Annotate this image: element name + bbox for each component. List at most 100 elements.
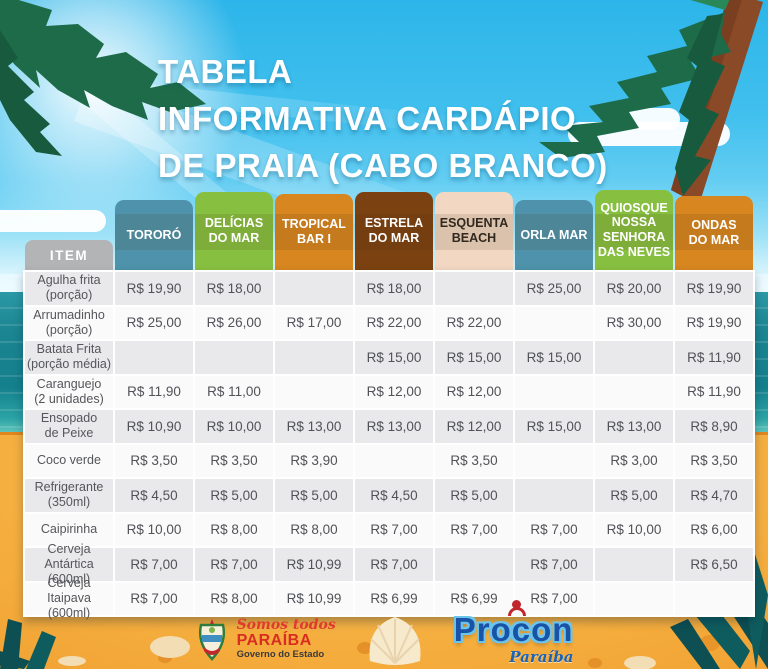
title-line: DE PRAIA (CABO BRANCO) bbox=[158, 147, 608, 184]
price-cell: R$ 8,00 bbox=[195, 513, 273, 546]
price-cell bbox=[275, 272, 353, 305]
price-cell bbox=[195, 341, 273, 374]
price-cell: R$ 15,00 bbox=[435, 341, 513, 374]
palm-leaves-icon bbox=[0, 0, 206, 156]
price-cell: R$ 5,00 bbox=[595, 479, 673, 512]
beach-grass-icon bbox=[0, 619, 56, 669]
price-cell: R$ 6,99 bbox=[435, 582, 513, 615]
gov-subtitle: Governo do Estado bbox=[236, 648, 325, 660]
price-cell bbox=[275, 341, 353, 374]
price-cell bbox=[115, 341, 193, 374]
table-header-row: ITEM TORORÓ DELÍCIAS DO MAR TROPICAL BAR I… bbox=[25, 190, 753, 270]
price-cell: R$ 8,00 bbox=[275, 513, 353, 546]
column-header-6: ORLA MAR bbox=[515, 200, 593, 270]
price-cell bbox=[675, 582, 753, 615]
price-cell: R$ 26,00 bbox=[195, 306, 273, 339]
price-cell: R$ 3,50 bbox=[435, 444, 513, 477]
footer-logos: Somos todos PARAÍBA Governo do Estado Pr… bbox=[0, 599, 768, 667]
price-cell bbox=[515, 479, 593, 512]
price-cell: R$ 18,00 bbox=[195, 272, 273, 305]
price-cell bbox=[595, 548, 673, 581]
price-cell: R$ 13,00 bbox=[275, 410, 353, 443]
item-cell: Arrumadinho (porção) bbox=[25, 306, 113, 339]
price-cell: R$ 12,00 bbox=[435, 375, 513, 408]
government-logo: Somos todos PARAÍBA Governo do Estado bbox=[195, 617, 336, 661]
column-header-1: TORORÓ bbox=[115, 200, 193, 270]
procon-logo: Procon Paraíba bbox=[453, 599, 574, 666]
price-cell: R$ 19,90 bbox=[675, 272, 753, 305]
price-cell: R$ 11,00 bbox=[195, 375, 273, 408]
price-cell: R$ 3,50 bbox=[675, 444, 753, 477]
price-cell: R$ 8,90 bbox=[675, 410, 753, 443]
price-cell bbox=[515, 375, 593, 408]
gov-name: PARAÍBA bbox=[236, 631, 312, 649]
column-header-5: ESQUENTA BEACH bbox=[435, 192, 513, 270]
gov-slogan: Somos todos bbox=[236, 617, 336, 634]
paraiba-coat-of-arms-icon bbox=[198, 619, 225, 661]
column-header-4: ESTRELA DO MAR bbox=[355, 192, 433, 270]
item-cell: Ensopado de Peixe bbox=[25, 410, 113, 443]
price-cell: R$ 4,70 bbox=[675, 479, 753, 512]
column-header-2: DELÍCIAS DO MAR bbox=[195, 192, 273, 270]
price-cell: R$ 25,00 bbox=[115, 306, 193, 339]
price-cell: R$ 30,00 bbox=[595, 306, 673, 339]
price-cell: R$ 5,00 bbox=[435, 479, 513, 512]
price-cell: R$ 10,90 bbox=[115, 410, 193, 443]
item-cell: Cerveja Antártica (600ml) bbox=[25, 542, 113, 586]
column-header-7: QUIOSQUE NOSSA SENHORA DAS NEVES bbox=[595, 190, 673, 270]
price-cell: R$ 5,00 bbox=[195, 479, 273, 512]
price-cell bbox=[595, 375, 673, 408]
price-cell: R$ 10,00 bbox=[595, 513, 673, 546]
price-cell: R$ 19,90 bbox=[115, 272, 193, 305]
price-cell: R$ 7,00 bbox=[195, 548, 273, 581]
price-cell: R$ 22,00 bbox=[435, 306, 513, 339]
cloud bbox=[0, 210, 106, 232]
price-cell: R$ 17,00 bbox=[275, 306, 353, 339]
price-cell: R$ 12,00 bbox=[435, 410, 513, 443]
price-cell: R$ 7,00 bbox=[115, 548, 193, 581]
price-cell: R$ 15,00 bbox=[515, 341, 593, 374]
title-line: INFORMATIVA CARDÁPIO bbox=[158, 100, 577, 137]
item-cell: Caranguejo (2 unidades) bbox=[25, 375, 113, 408]
item-cell: Caipirinha bbox=[25, 513, 113, 546]
price-cell: R$ 3,90 bbox=[275, 444, 353, 477]
price-cell: R$ 4,50 bbox=[355, 479, 433, 512]
price-cell: R$ 11,90 bbox=[675, 375, 753, 408]
price-cell bbox=[435, 548, 513, 581]
page-title: TABELA INFORMATIVA CARDÁPIO DE PRAIA (CA… bbox=[158, 48, 608, 189]
price-cell: R$ 8,00 bbox=[195, 582, 273, 615]
price-cell: R$ 10,00 bbox=[115, 513, 193, 546]
price-cell: R$ 7,00 bbox=[515, 513, 593, 546]
title-line: TABELA bbox=[158, 53, 293, 90]
procon-person-icon bbox=[507, 599, 526, 616]
column-header-3: TROPICAL BAR I bbox=[275, 194, 353, 270]
price-cell bbox=[595, 582, 673, 615]
price-cell: R$ 7,00 bbox=[515, 548, 593, 581]
procon-name: Procon bbox=[453, 610, 574, 648]
price-cell: R$ 3,50 bbox=[115, 444, 193, 477]
palm-tree-icon bbox=[539, 0, 763, 205]
price-cell: R$ 13,00 bbox=[595, 410, 673, 443]
item-cell: Coco verde bbox=[25, 444, 113, 477]
price-cell: R$ 6,50 bbox=[675, 548, 753, 581]
price-cell: R$ 10,00 bbox=[195, 410, 273, 443]
price-cell: R$ 4,50 bbox=[115, 479, 193, 512]
price-cell: R$ 15,00 bbox=[515, 410, 593, 443]
price-cell: R$ 10,99 bbox=[275, 582, 353, 615]
price-cell: R$ 25,00 bbox=[515, 272, 593, 305]
price-cell: R$ 7,00 bbox=[115, 582, 193, 615]
price-cell: R$ 15,00 bbox=[355, 341, 433, 374]
price-cell: R$ 13,00 bbox=[355, 410, 433, 443]
price-cell bbox=[515, 444, 593, 477]
price-cell: R$ 18,00 bbox=[355, 272, 433, 305]
procon-subtitle: Paraíba bbox=[509, 647, 574, 666]
price-cell: R$ 7,00 bbox=[435, 513, 513, 546]
price-cell: R$ 12,00 bbox=[355, 375, 433, 408]
price-cell bbox=[355, 444, 433, 477]
price-table: Agulha frita (porção) R$ 19,90 R$ 18,00 R$ … bbox=[23, 270, 755, 620]
price-cell: R$ 7,00 bbox=[515, 582, 593, 615]
item-column-header: ITEM bbox=[25, 240, 113, 270]
price-cell bbox=[595, 341, 673, 374]
item-cell: Agulha frita (porção) bbox=[25, 272, 113, 305]
